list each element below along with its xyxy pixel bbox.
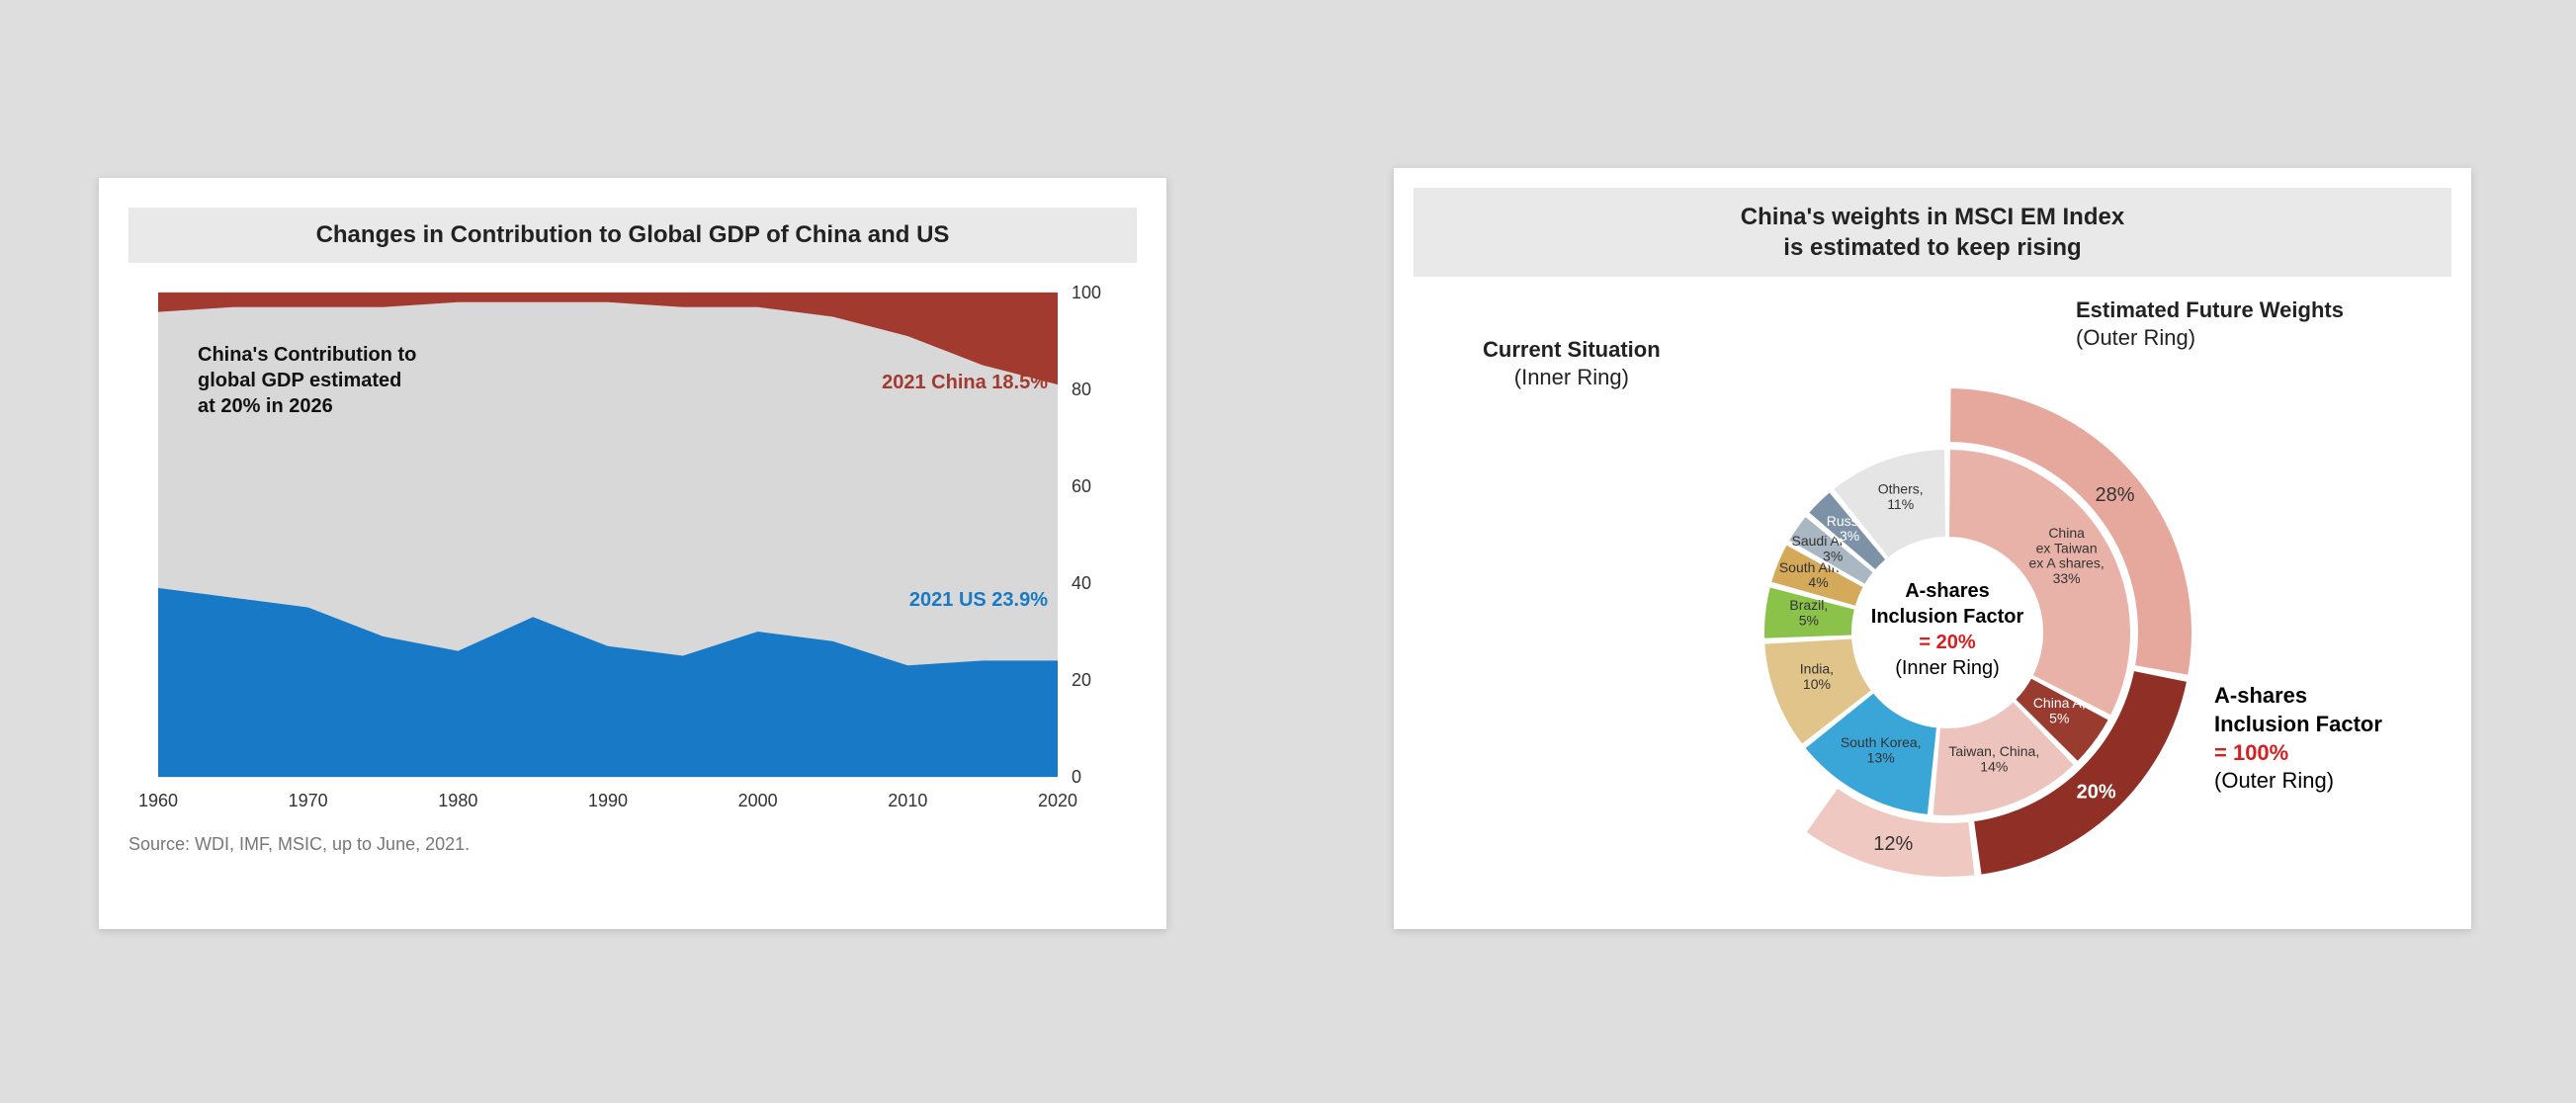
- svg-text:Taiwan, China,: Taiwan, China,: [1948, 744, 2039, 760]
- svg-text:India,: India,: [1800, 661, 1834, 677]
- outer-inclusion-factor: A-shares Inclusion Factor = 100% (Outer …: [2214, 682, 2432, 795]
- svg-text:4%: 4%: [1808, 575, 1828, 591]
- svg-text:5%: 5%: [1799, 613, 1819, 629]
- gdp-area-chart-panel: Changes in Contribution to Global GDP of…: [99, 178, 1166, 929]
- svg-text:China: China: [2048, 525, 2085, 541]
- svg-text:2020: 2020: [1038, 791, 1077, 810]
- left-chart-source: Source: WDI, IMF, MSIC, up to June, 2021…: [129, 834, 1137, 855]
- svg-text:ex Taiwan: ex Taiwan: [2036, 541, 2098, 556]
- center-inclusion-factor: A-shares Inclusion Factor = 20% (Inner R…: [1863, 578, 2031, 681]
- china-series-label: 2021 China 18.5%: [882, 372, 1048, 394]
- area-chart: 0 20 40 60 80 100 1960 1970 1980 1990 2000 2010 2020…: [129, 273, 1137, 826]
- svg-text:40: 40: [1072, 573, 1091, 593]
- svg-text:1990: 1990: [588, 791, 628, 810]
- svg-text:South Korea,: South Korea,: [1841, 735, 1922, 751]
- msci-donut-panel: China's weights in MSCI EM Index is esti…: [1394, 168, 2471, 929]
- svg-text:3%: 3%: [1840, 529, 1859, 545]
- china-2026-annotation: China's Contribution toglobal GDP estima…: [198, 342, 416, 419]
- future-weights-label: Estimated Future Weights (Outer Ring): [2076, 297, 2344, 351]
- svg-text:1970: 1970: [289, 791, 328, 810]
- svg-text:Others,: Others,: [1878, 481, 1924, 497]
- svg-text:14%: 14%: [1980, 759, 2008, 775]
- svg-text:80: 80: [1072, 380, 1091, 399]
- svg-text:33%: 33%: [2053, 570, 2081, 586]
- svg-text:2000: 2000: [738, 791, 778, 810]
- right-chart-title: China's weights in MSCI EM Index is esti…: [1414, 188, 2451, 277]
- svg-text:ex A shares,: ex A shares,: [2028, 555, 2104, 571]
- svg-text:1960: 1960: [138, 791, 178, 810]
- svg-text:5%: 5%: [2049, 711, 2069, 726]
- svg-text:3%: 3%: [1823, 549, 1843, 564]
- svg-text:20: 20: [1072, 670, 1091, 690]
- svg-text:0: 0: [1072, 767, 1081, 787]
- svg-text:60: 60: [1072, 476, 1091, 496]
- svg-text:28%: 28%: [2095, 484, 2134, 506]
- donut-chart: 28% 20% 12% Chinaex Taiwanex A shares,33% Ch…: [1414, 277, 2451, 929]
- svg-text:China A,: China A,: [2033, 696, 2086, 712]
- svg-text:11%: 11%: [1887, 496, 1914, 512]
- svg-text:10%: 10%: [1803, 676, 1831, 692]
- svg-text:12%: 12%: [1873, 833, 1913, 855]
- svg-text:100: 100: [1072, 283, 1101, 302]
- svg-text:Brazil,: Brazil,: [1789, 597, 1828, 613]
- svg-text:13%: 13%: [1867, 750, 1895, 766]
- svg-text:20%: 20%: [2077, 782, 2116, 804]
- svg-text:2010: 2010: [888, 791, 927, 810]
- us-series-label: 2021 US 23.9%: [909, 589, 1048, 612]
- left-chart-title: Changes in Contribution to Global GDP of…: [129, 208, 1137, 263]
- current-situation-label: Current Situation (Inner Ring): [1483, 336, 1661, 390]
- svg-text:1980: 1980: [438, 791, 477, 810]
